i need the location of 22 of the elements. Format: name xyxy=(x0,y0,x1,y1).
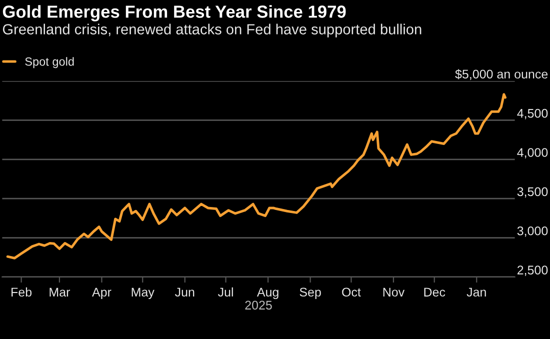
x-tick-label: Nov xyxy=(383,288,405,297)
y-tick-label: 4,500 xyxy=(517,108,548,120)
x-tick-label: Sep xyxy=(300,288,321,300)
x-tick-label: Jul xyxy=(218,287,233,297)
legend-label: Spot gold xyxy=(25,57,74,68)
y-tick-label: 4,000 xyxy=(517,148,548,158)
x-tick-label: Aug xyxy=(256,288,278,300)
chart-title: Gold Emerges From Best Year Since 1979 xyxy=(2,5,346,22)
x-tick-label: Jun xyxy=(175,288,194,297)
chart-subtitle: Greenland crisis, renewed attacks on Fed have supported bullion xyxy=(2,24,422,38)
x-tick-label: Apr xyxy=(92,288,112,300)
x-tick-label: Jan xyxy=(466,288,486,297)
x-tick-label: Dec xyxy=(424,288,446,297)
y-tick-label: 3,000 xyxy=(517,226,548,237)
x-tick-label: May xyxy=(132,288,154,300)
y-tick-label: $5,000 an ounce xyxy=(455,69,548,80)
x-tick-label: Oct xyxy=(342,288,361,297)
x-tick-label: Mar xyxy=(50,288,70,297)
x-axis-title: 2025 xyxy=(245,300,272,310)
x-tick-label: Feb xyxy=(12,287,32,297)
y-tick-label: 3,500 xyxy=(517,187,548,198)
y-tick-label: 2,500 xyxy=(517,266,548,276)
